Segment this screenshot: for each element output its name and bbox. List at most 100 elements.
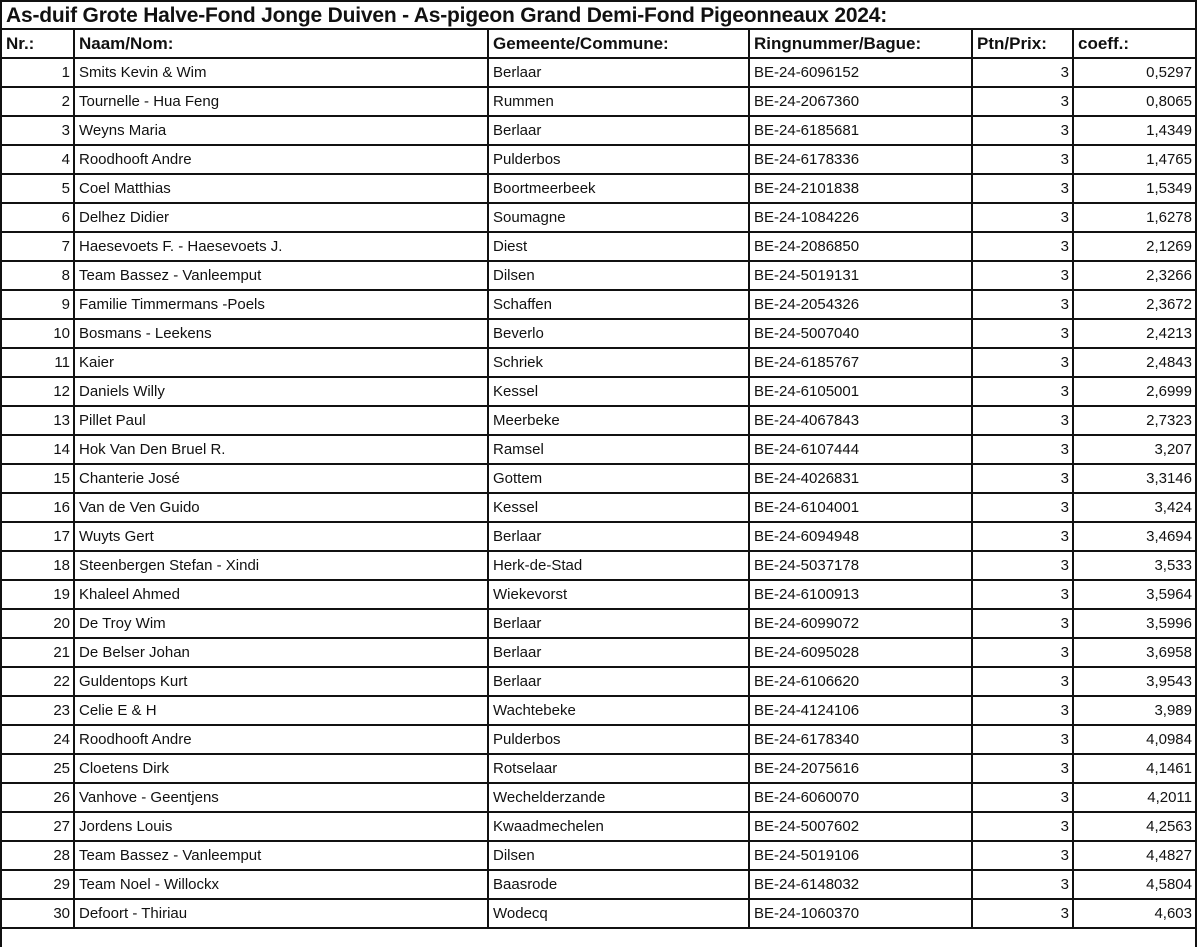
cell-points: 3 (971, 724, 1074, 755)
cell-nr: 23 (2, 695, 75, 726)
cell-ring: BE-24-6094948 (748, 521, 973, 552)
cell-name: Weyns Maria (73, 115, 489, 146)
cell-ring: BE-24-6099072 (748, 608, 973, 639)
cell-commune: Diest (487, 231, 750, 262)
cell-nr: 5 (2, 173, 75, 204)
cell-commune: Rotselaar (487, 753, 750, 784)
cell-points: 3 (971, 260, 1074, 291)
cell-commune: Wechelderzande (487, 782, 750, 813)
table-body: 1 Smits Kevin & Wim Berlaar BE-24-6096152 3 0… (2, 57, 1195, 929)
cell-coeff: 1,4765 (1072, 144, 1195, 175)
cell-ring: BE-24-6096152 (748, 57, 973, 88)
table-row: 3 Weyns Maria Berlaar BE-24-6185681 3 1,4349 (2, 115, 1195, 146)
cell-nr: 19 (2, 579, 75, 610)
table-row: 10 Bosmans - Leekens Beverlo BE-24-5007040 3… (2, 318, 1195, 349)
cell-nr: 1 (2, 57, 75, 88)
cell-coeff: 3,533 (1072, 550, 1195, 581)
cell-coeff: 4,0984 (1072, 724, 1195, 755)
cell-name: Coel Matthias (73, 173, 489, 204)
table-row: 26 Vanhove - Geentjens Wechelderzande BE-24… (2, 782, 1195, 813)
table-row: 12 Daniels Willy Kessel BE-24-6105001 3 2,699… (2, 376, 1195, 407)
table-row: 9 Familie Timmermans -Poels Schaffen BE-24-… (2, 289, 1195, 320)
cell-nr: 18 (2, 550, 75, 581)
cell-name: Team Bassez - Vanleemput (73, 840, 489, 871)
cell-nr: 24 (2, 724, 75, 755)
cell-name: Daniels Willy (73, 376, 489, 407)
cell-coeff: 4,4827 (1072, 840, 1195, 871)
cell-coeff: 0,8065 (1072, 86, 1195, 117)
cell-coeff: 4,603 (1072, 898, 1195, 929)
cell-coeff: 4,2011 (1072, 782, 1195, 813)
cell-ring: BE-24-1084226 (748, 202, 973, 233)
cell-commune: Kessel (487, 376, 750, 407)
cell-nr: 26 (2, 782, 75, 813)
cell-ring: BE-24-4026831 (748, 463, 973, 494)
table-row: 4 Roodhooft Andre Pulderbos BE-24-6178336 3 1… (2, 144, 1195, 175)
table-row: 27 Jordens Louis Kwaadmechelen BE-24-500760… (2, 811, 1195, 842)
cell-commune: Gottem (487, 463, 750, 494)
header-row: Nr.: Naam/Nom: Gemeente/Commune: Ringnum… (2, 28, 1195, 59)
cell-nr: 2 (2, 86, 75, 117)
cell-nr: 11 (2, 347, 75, 378)
cell-coeff: 2,3672 (1072, 289, 1195, 320)
cell-name: Familie Timmermans -Poels (73, 289, 489, 320)
cell-points: 3 (971, 144, 1074, 175)
cell-coeff: 2,4213 (1072, 318, 1195, 349)
table-row: 1 Smits Kevin & Wim Berlaar BE-24-6096152 3 0… (2, 57, 1195, 88)
cell-commune: Dilsen (487, 840, 750, 871)
cell-ring: BE-24-6095028 (748, 637, 973, 668)
table-row: 19 Khaleel Ahmed Wiekevorst BE-24-6100913 3 3… (2, 579, 1195, 610)
cell-points: 3 (971, 550, 1074, 581)
table-row: 13 Pillet Paul Meerbeke BE-24-4067843 3 2,732… (2, 405, 1195, 436)
cell-ring: BE-24-6178340 (748, 724, 973, 755)
cell-name: Jordens Louis (73, 811, 489, 842)
cell-commune: Wiekevorst (487, 579, 750, 610)
cell-commune: Herk-de-Stad (487, 550, 750, 581)
cell-name: Hok Van Den Bruel R. (73, 434, 489, 465)
cell-points: 3 (971, 347, 1074, 378)
cell-coeff: 1,5349 (1072, 173, 1195, 204)
cell-coeff: 2,6999 (1072, 376, 1195, 407)
cell-name: Team Bassez - Vanleemput (73, 260, 489, 291)
cell-name: Delhez Didier (73, 202, 489, 233)
cell-nr: 28 (2, 840, 75, 871)
cell-points: 3 (971, 463, 1074, 494)
cell-ring: BE-24-2086850 (748, 231, 973, 262)
cell-nr: 20 (2, 608, 75, 639)
cell-commune: Beverlo (487, 318, 750, 349)
header-name: Naam/Nom: (73, 28, 489, 59)
cell-points: 3 (971, 521, 1074, 552)
cell-points: 3 (971, 898, 1074, 929)
cell-points: 3 (971, 666, 1074, 697)
cell-ring: BE-24-6148032 (748, 869, 973, 900)
cell-coeff: 3,989 (1072, 695, 1195, 726)
cell-nr: 7 (2, 231, 75, 262)
cell-nr: 12 (2, 376, 75, 407)
cell-points: 3 (971, 869, 1074, 900)
cell-points: 3 (971, 202, 1074, 233)
cell-ring: BE-24-6185681 (748, 115, 973, 146)
table-row: 6 Delhez Didier Soumagne BE-24-1084226 3 1,62… (2, 202, 1195, 233)
cell-ring: BE-24-5019131 (748, 260, 973, 291)
cell-nr: 13 (2, 405, 75, 436)
cell-name: Guldentops Kurt (73, 666, 489, 697)
table-row: 22 Guldentops Kurt Berlaar BE-24-6106620 3 3,… (2, 666, 1195, 697)
cell-ring: BE-24-6104001 (748, 492, 973, 523)
cell-coeff: 3,3146 (1072, 463, 1195, 494)
cell-coeff: 2,1269 (1072, 231, 1195, 262)
cell-commune: Pulderbos (487, 724, 750, 755)
cell-nr: 29 (2, 869, 75, 900)
cell-commune: Berlaar (487, 57, 750, 88)
table-row: 23 Celie E & H Wachtebeke BE-24-4124106 3 3,9… (2, 695, 1195, 726)
table-row: 2 Tournelle - Hua Feng Rummen BE-24-2067360… (2, 86, 1195, 117)
cell-nr: 17 (2, 521, 75, 552)
cell-commune: Kwaadmechelen (487, 811, 750, 842)
cell-ring: BE-24-1060370 (748, 898, 973, 929)
table-row: 29 Team Noel - Willockx Baasrode BE-24-6148… (2, 869, 1195, 900)
cell-commune: Schaffen (487, 289, 750, 320)
cell-name: Steenbergen Stefan - Xindi (73, 550, 489, 581)
cell-points: 3 (971, 782, 1074, 813)
cell-ring: BE-24-6100913 (748, 579, 973, 610)
cell-points: 3 (971, 637, 1074, 668)
header-commune: Gemeente/Commune: (487, 28, 750, 59)
